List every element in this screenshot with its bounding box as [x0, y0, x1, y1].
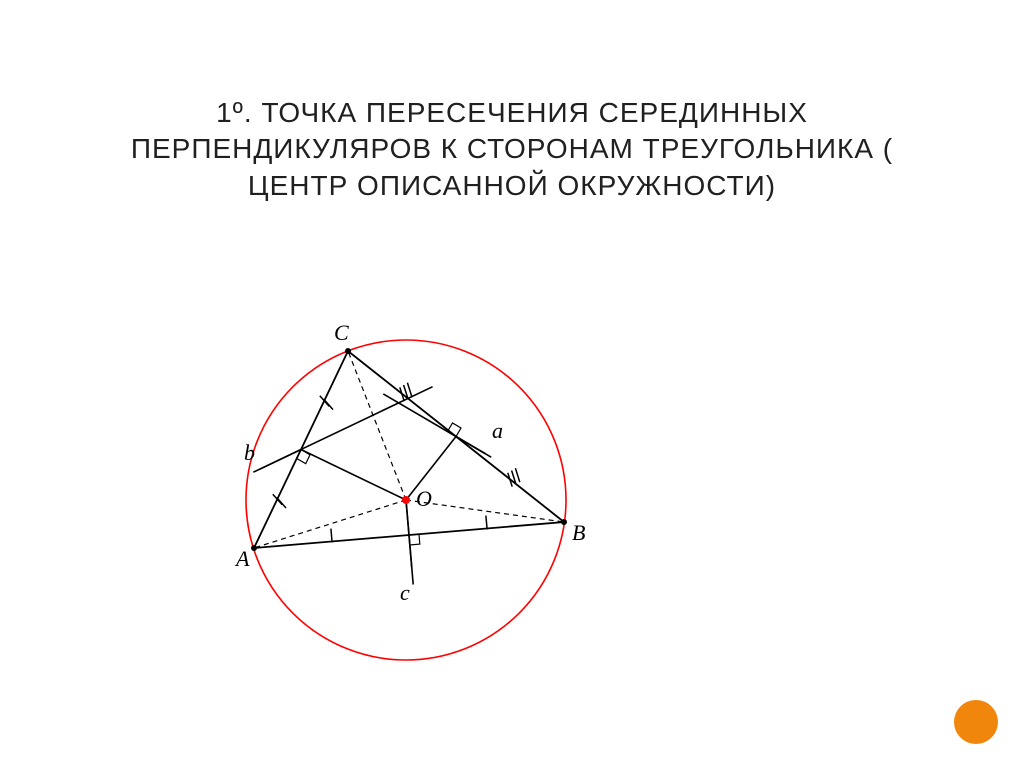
svg-text:a: a [492, 418, 503, 443]
svg-text:C: C [334, 320, 349, 345]
svg-text:A: A [234, 546, 250, 571]
accent-dot-icon [954, 700, 998, 744]
svg-text:b: b [244, 440, 255, 465]
geometry-diagram: A B C Oa b c [208, 300, 608, 685]
svg-text:O: O [416, 486, 432, 511]
slide: 1º. ТОЧКА ПЕРЕСЕЧЕНИЯ СЕРЕДИННЫХ ПЕРПЕНД… [0, 0, 1024, 768]
slide-title: 1º. ТОЧКА ПЕРЕСЕЧЕНИЯ СЕРЕДИННЫХ ПЕРПЕНД… [100, 95, 924, 204]
svg-text:B: B [572, 520, 585, 545]
svg-text:c: c [400, 580, 410, 605]
